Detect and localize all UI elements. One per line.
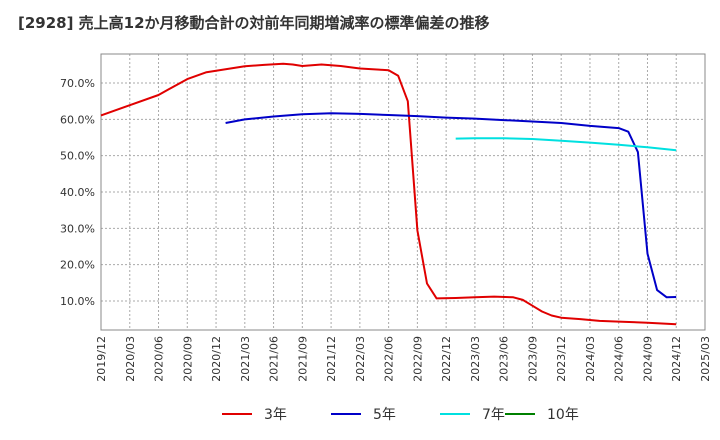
x-tick-label: 2025/03 <box>699 336 712 382</box>
x-tick-label: 2022/09 <box>411 336 424 382</box>
legend-label-3: 10年 <box>547 407 579 423</box>
x-tick-label: 2022/06 <box>383 336 396 382</box>
x-tick-label: 2024/06 <box>613 336 626 382</box>
x-tick-label: 2020/09 <box>181 336 194 382</box>
legend-label-0: 3年 <box>264 407 287 423</box>
x-tick-label: 2020/03 <box>124 336 137 382</box>
x-axis-ticks: 2019/12 2020/03 2020/06 2020/09 2020/12 2021/… <box>95 336 712 382</box>
x-tick-label: 2023/06 <box>498 336 511 382</box>
y-tick-label: 30.0% <box>60 222 95 235</box>
x-tick-label: 2023/03 <box>469 336 482 382</box>
series-line-0 <box>100 62 677 326</box>
x-tick-label: 2022/12 <box>440 336 453 382</box>
x-tick-label: 2024/12 <box>670 336 683 382</box>
chart-title: [2928] 売上高12か月移動合計の対前年同期増減率の標準偏差の推移 <box>18 14 490 32</box>
x-tick-label: 2021/09 <box>296 336 309 382</box>
x-tick-label: 2024/03 <box>584 336 597 382</box>
legend: 3年 5年 7年 10年 <box>222 407 579 423</box>
y-tick-label: 60.0% <box>60 113 95 126</box>
y-tick-label: 40.0% <box>60 186 95 199</box>
y-tick-label: 70.0% <box>60 77 95 90</box>
series-line-2 <box>455 137 677 152</box>
x-tick-label: 2019/12 <box>95 336 108 382</box>
x-tick-label: 2021/06 <box>268 336 281 382</box>
y-tick-label: 10.0% <box>60 295 95 308</box>
x-tick-label: 2020/12 <box>210 336 223 382</box>
x-tick-label: 2024/09 <box>641 336 654 382</box>
y-tick-label: 50.0% <box>60 150 95 163</box>
series-line-1 <box>225 112 677 299</box>
x-tick-label: 2023/09 <box>526 336 539 382</box>
x-tick-label: 2020/06 <box>153 336 166 382</box>
series-layer <box>100 62 677 326</box>
grid-layer <box>101 54 705 330</box>
x-tick-label: 2023/12 <box>555 336 568 382</box>
x-tick-label: 2022/03 <box>354 336 367 382</box>
x-tick-label: 2021/03 <box>239 336 252 382</box>
legend-label-1: 5年 <box>373 407 396 423</box>
x-tick-label: 2021/12 <box>325 336 338 382</box>
y-tick-label: 20.0% <box>60 259 95 272</box>
y-axis-ticks: 10.0% 20.0% 30.0% 40.0% 50.0% 60.0% 70.0% <box>60 77 95 308</box>
legend-label-2: 7年 <box>482 407 505 423</box>
plot-frame <box>100 53 706 331</box>
